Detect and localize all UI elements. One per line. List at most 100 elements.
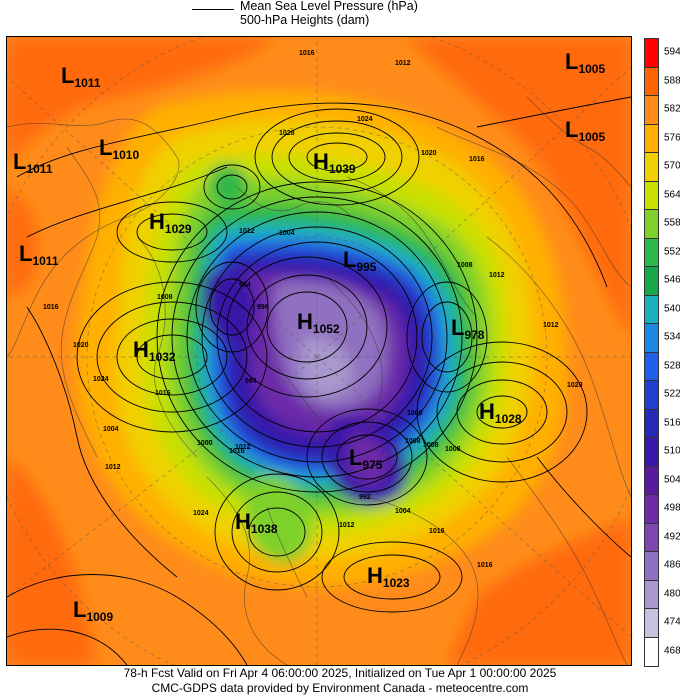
weather-map: 1016 1012 1024 1028 1020 1016 1012 1004 … <box>6 36 632 666</box>
contour-label: 1008 <box>405 438 421 445</box>
colorbar-level-label: 480 <box>664 588 680 600</box>
low-pressure-marker: L995 <box>343 247 377 274</box>
colorbar-swatch <box>644 123 659 153</box>
high-pressure-marker: H1052 <box>297 309 340 336</box>
colorbar-level-label: 570 <box>664 160 680 172</box>
colorbar-level-label: 552 <box>664 246 680 258</box>
colorbar-swatch <box>644 551 659 581</box>
contour-label: 1000 <box>407 410 423 417</box>
colorbar-level-label: 576 <box>664 132 680 144</box>
low-pressure-marker: L1011 <box>61 63 101 90</box>
colorbar-level-label: 582 <box>664 103 680 115</box>
map-canvas: 1016 1012 1024 1028 1020 1016 1012 1004 … <box>7 37 631 665</box>
contour-label: 984 <box>245 378 257 385</box>
colorbar-swatch <box>644 351 659 381</box>
mslp-legend-line <box>192 9 234 10</box>
colorbar-level-label: 558 <box>664 217 680 229</box>
colorbar-level-label: 516 <box>664 417 680 429</box>
contour-label: 1012 <box>395 60 411 67</box>
colorbar-swatch <box>644 209 659 239</box>
high-pressure-marker: H1023 <box>367 563 410 590</box>
colorbar-swatch <box>644 323 659 353</box>
colorbar-swatch <box>644 636 659 667</box>
colorbar-swatch <box>644 380 659 410</box>
contour-label: 1016 <box>477 562 493 569</box>
isobars <box>7 96 631 665</box>
colorbar-swatch <box>644 608 659 638</box>
colorbar-level-label: 594 <box>664 46 680 58</box>
contour-label: 1020 <box>567 382 583 389</box>
contour-label: 1024 <box>93 376 109 383</box>
high-pressure-marker: H1028 <box>479 399 522 426</box>
contour-label: 1012 <box>543 322 559 329</box>
mslp-legend-label: Mean Sea Level Pressure (hPa) <box>240 0 418 13</box>
map-footer: 78-h Fcst Valid on Fri Apr 4 06:00:00 20… <box>0 666 680 700</box>
colorbar-level-label: 486 <box>664 559 680 571</box>
contour-label: 1008 <box>457 262 473 269</box>
contour-label: 1004 <box>103 426 119 433</box>
contour-label: 1012 <box>339 522 355 529</box>
colorbar-level-label: 492 <box>664 531 680 543</box>
contour-label: 1020 <box>73 342 89 349</box>
contour-label: 1008 <box>157 294 173 301</box>
low-pressure-marker: L975 <box>349 445 383 472</box>
contour-label: 1016 <box>229 448 245 455</box>
contour-label: 1016 <box>299 50 315 57</box>
contour-label: 1020 <box>421 150 437 157</box>
data-credit: CMC-GDPS data provided by Environment Ca… <box>151 681 529 695</box>
colorbar-swatch <box>644 95 659 125</box>
high-pressure-marker: H1039 <box>313 149 356 176</box>
contour-label: 1004 <box>395 508 411 515</box>
colorbar-swatch <box>644 494 659 524</box>
forecast-valid-time: 78-h Fcst Valid on Fri Apr 4 06:00:00 20… <box>123 666 557 680</box>
colorbar-swatch <box>644 66 659 96</box>
contour-label: 1016 <box>469 156 485 163</box>
contour-label: 1004 <box>279 230 295 237</box>
map-header: Mean Sea Level Pressure (hPa) 500-hPa He… <box>0 0 680 36</box>
colorbar-level-label: 546 <box>664 274 680 286</box>
colorbar-swatch <box>644 579 659 609</box>
colorbar-level-label: 504 <box>664 474 680 486</box>
colorbar-level-label: 474 <box>664 616 680 628</box>
low-pressure-marker: L1010 <box>99 135 139 162</box>
heights-legend-label: 500-hPa Heights (dam) <box>240 13 370 27</box>
low-pressure-marker: L978 <box>451 315 485 342</box>
contour-label: 1024 <box>193 510 209 517</box>
contour-label: 1012 <box>489 272 505 279</box>
high-pressure-marker: H1038 <box>235 509 278 536</box>
pressure-systems: L1011 L1005 L1005 L1010 L1011 H1039 H102… <box>13 49 605 624</box>
low-pressure-marker: L1011 <box>13 149 53 176</box>
contour-label: 1024 <box>357 116 373 123</box>
colorbar-swatch <box>644 408 659 438</box>
colorbar-level-label: 468 <box>664 645 680 657</box>
low-pressure-marker: L1005 <box>565 117 605 144</box>
colorbar-swatch <box>644 294 659 324</box>
contour-label: 1016 <box>155 390 171 397</box>
contour-label: 1016 <box>429 528 445 535</box>
low-pressure-marker: L1009 <box>73 597 113 624</box>
contour-label: 1000 <box>197 440 213 447</box>
colorbar-swatch <box>644 437 659 467</box>
colorbar-swatch <box>644 237 659 267</box>
contour-label: 1008 <box>423 442 439 449</box>
contour-label: 992 <box>359 494 371 501</box>
contour-label: 1012 <box>239 228 255 235</box>
contour-label: 996 <box>257 304 269 311</box>
contour-label: 1028 <box>279 130 295 137</box>
colorbar-level-label: 510 <box>664 445 680 457</box>
contour-labels: 1016 1012 1024 1028 1020 1016 1012 1004 … <box>43 50 583 569</box>
contour-label: 1008 <box>445 446 461 453</box>
colorbar-level-label: 528 <box>664 360 680 372</box>
colorbar-swatch <box>644 152 659 182</box>
coastlines <box>7 96 631 665</box>
contour-label: 984 <box>239 282 251 289</box>
colorbar-level-label: 564 <box>664 189 680 201</box>
colorbar-level-label: 540 <box>664 303 680 315</box>
contour-label: 1012 <box>235 444 251 451</box>
colorbar-swatch <box>644 465 659 495</box>
colorbar-level-label: 498 <box>664 502 680 514</box>
colorbar-level-label: 522 <box>664 388 680 400</box>
high-pressure-marker: H1032 <box>133 337 176 364</box>
colorbar-level-label: 534 <box>664 331 680 343</box>
colorbar-swatch <box>644 522 659 552</box>
